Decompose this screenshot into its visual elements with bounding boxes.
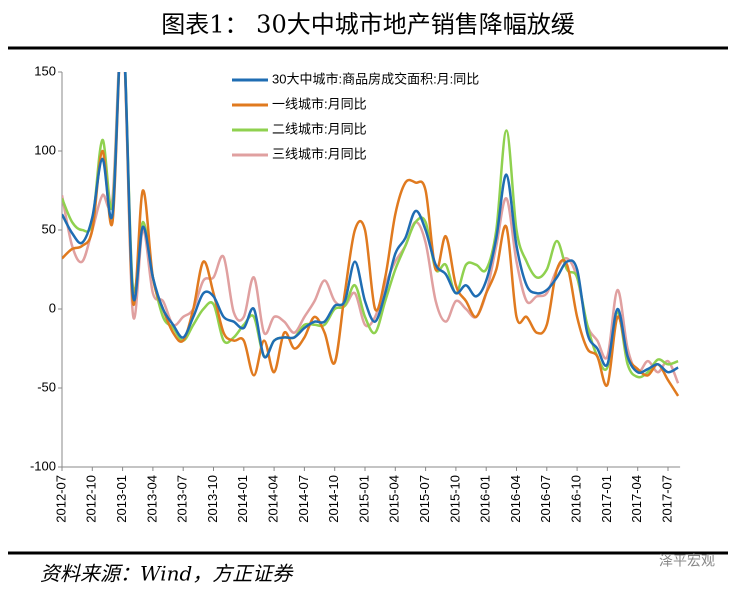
source: 资料来源：Wind，方正证券 bbox=[40, 562, 294, 586]
plot-area bbox=[62, 72, 680, 397]
chart-title: 图表1： 30大中城市地产销售降幅放缓 bbox=[161, 11, 574, 39]
legend-label: 二线城市:月同比 bbox=[272, 121, 367, 136]
x-tick-label: 2014-07 bbox=[296, 475, 311, 523]
x-tick-label: 2015-07 bbox=[417, 475, 432, 523]
x-tick-label: 2015-01 bbox=[356, 475, 371, 523]
y-tick-label: 0 bbox=[49, 300, 56, 315]
series-line bbox=[62, 72, 680, 397]
x-tick-label: 2017-07 bbox=[659, 475, 674, 523]
x-tick-label: 2014-10 bbox=[326, 475, 341, 523]
x-tick-label: 2012-07 bbox=[53, 475, 68, 523]
x-tick-label: 2013-01 bbox=[114, 475, 129, 523]
y-tick-label: -100 bbox=[30, 458, 56, 473]
legend-label: 一线城市:月同比 bbox=[272, 96, 367, 111]
x-tick-label: 2014-01 bbox=[235, 475, 250, 523]
y-tick-label: 100 bbox=[34, 142, 56, 157]
x-tick-label: 2017-04 bbox=[629, 475, 644, 523]
x-tick-label: 2012-10 bbox=[84, 475, 99, 523]
y-tick-label: 50 bbox=[42, 221, 56, 236]
x-tick-label: 2013-04 bbox=[144, 475, 159, 523]
legend-label: 30大中城市:商品房成交面积:月:同比 bbox=[272, 71, 479, 86]
y-tick-label: 150 bbox=[34, 63, 56, 78]
x-tick-label: 2013-10 bbox=[205, 475, 220, 523]
y-tick-label: -50 bbox=[37, 379, 56, 394]
x-tick-label: 2016-10 bbox=[569, 475, 584, 523]
x-tick-label: 2016-04 bbox=[508, 475, 523, 523]
watermark: 泽平宏观 bbox=[659, 553, 715, 569]
x-tick-label: 2015-04 bbox=[387, 475, 402, 523]
x-tick-label: 2013-07 bbox=[175, 475, 190, 523]
x-tick-label: 2014-04 bbox=[266, 475, 281, 523]
x-tick-label: 2016-07 bbox=[538, 475, 553, 523]
legend-label: 三线城市:月同比 bbox=[272, 146, 367, 161]
x-tick-label: 2016-01 bbox=[478, 475, 493, 523]
series-line bbox=[62, 72, 679, 375]
x-tick-label: 2017-01 bbox=[599, 475, 614, 523]
x-tick-label: 2015-10 bbox=[447, 475, 462, 523]
